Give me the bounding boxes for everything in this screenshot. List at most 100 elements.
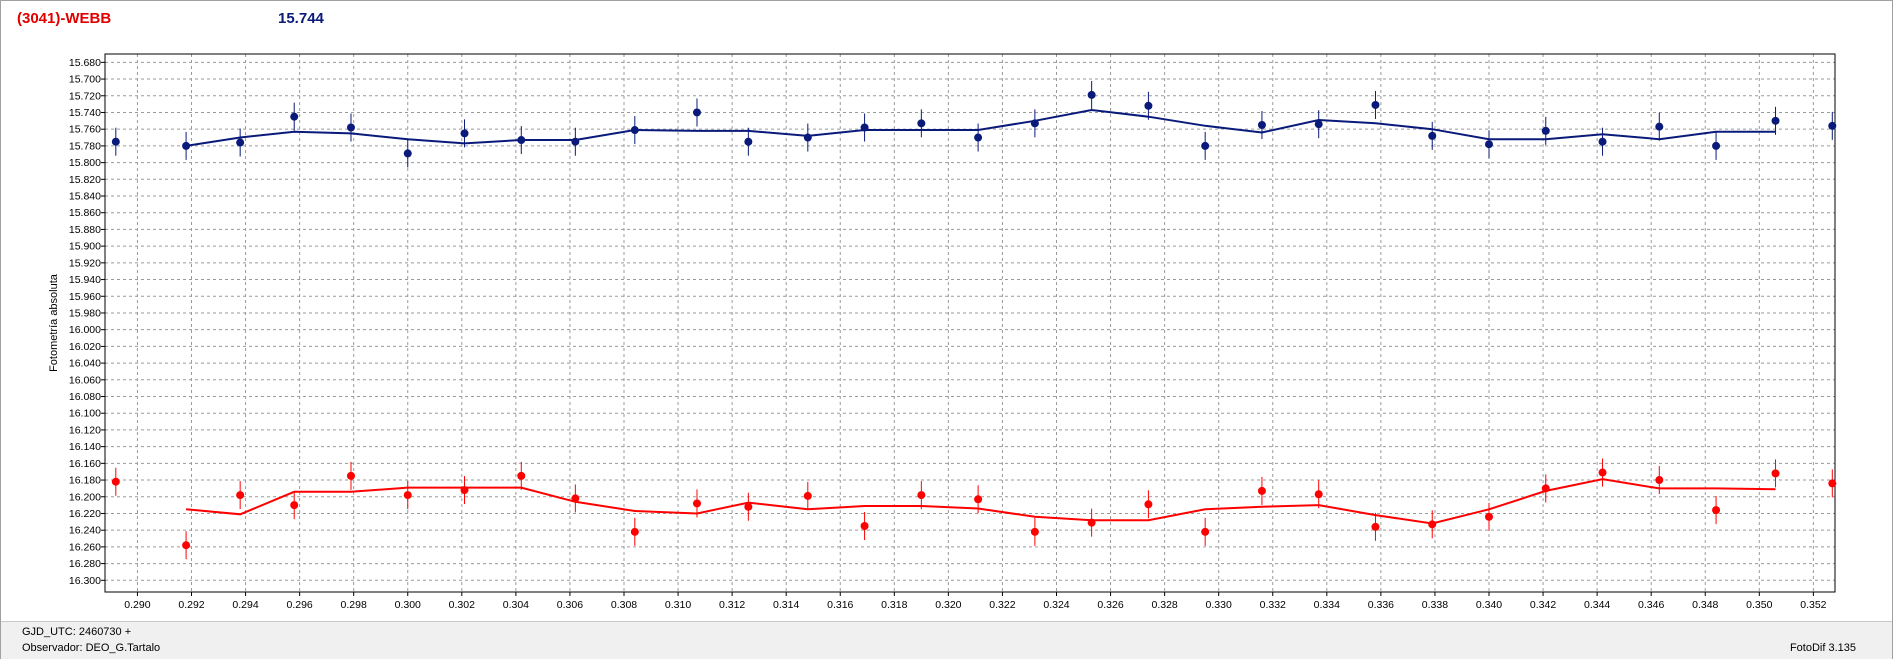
data-point (1771, 469, 1780, 478)
y-tick-label: 16.220 (69, 508, 101, 520)
data-point (1655, 122, 1664, 131)
data-point (1771, 116, 1780, 125)
y-tick-label: 16.060 (69, 374, 101, 386)
x-tick-label: 0.312 (719, 599, 745, 611)
series-1 (111, 458, 1837, 560)
y-axis-ticks: 15.680 15.700 15.720 15.740 15.760 15.780 15.8… (69, 57, 105, 587)
x-axis-ticks: 0.290 0.292 0.294 0.296 0.298 0.300 0.302 0.304… (124, 592, 1827, 611)
x-tick-label: 0.350 (1746, 599, 1772, 611)
x-tick-label: 0.326 (1097, 599, 1123, 611)
data-point (744, 137, 753, 146)
y-tick-label: 16.300 (69, 575, 101, 587)
x-tick-label: 0.296 (286, 599, 312, 611)
y-tick-label: 15.800 (69, 157, 101, 169)
x-tick-label: 0.348 (1692, 599, 1718, 611)
data-point (1314, 490, 1323, 499)
x-tick-label: 0.308 (611, 599, 637, 611)
gjd-label: GJD_UTC: 2460730 + (22, 626, 132, 638)
data-point (1201, 141, 1210, 150)
status-bar: GJD_UTC: 2460730 + Observador: DEO_G.Tar… (1, 621, 1892, 659)
data-point (111, 137, 120, 146)
y-tick-label: 16.000 (69, 324, 101, 336)
plot-area-border (104, 53, 1836, 593)
data-point (517, 471, 526, 480)
data-point (1087, 90, 1096, 99)
x-tick-label: 0.298 (341, 599, 367, 611)
x-tick-label: 0.310 (665, 599, 691, 611)
x-tick-label: 0.320 (935, 599, 961, 611)
data-point (182, 141, 191, 150)
data-point (1828, 479, 1837, 488)
data-point (1428, 520, 1437, 529)
data-point (182, 541, 191, 550)
y-tick-label: 16.100 (69, 408, 101, 420)
data-point (860, 123, 869, 132)
y-tick-label: 15.860 (69, 207, 101, 219)
y-tick-label: 15.720 (69, 90, 101, 102)
y-tick-label: 15.820 (69, 174, 101, 186)
x-tick-label: 0.336 (1368, 599, 1394, 611)
data-point (517, 136, 526, 145)
data-point (692, 108, 701, 117)
data-point (1712, 506, 1721, 515)
data-point (236, 491, 245, 500)
fit-line (185, 108, 1776, 147)
software-version: FotoDif 3.135 (1789, 642, 1856, 654)
data-point (1485, 512, 1493, 521)
y-axis-label: Fotometría absoluta (48, 273, 60, 372)
data-point (236, 138, 245, 147)
data-point (630, 126, 639, 135)
y-tick-label: 16.240 (69, 525, 101, 537)
data-point (571, 137, 580, 146)
y-tick-label: 16.120 (69, 424, 101, 436)
object-name-label: (3041)-WEBB (17, 10, 112, 27)
data-point (1371, 522, 1380, 531)
data-point (860, 522, 869, 531)
data-point (803, 491, 812, 500)
x-tick-label: 0.290 (124, 599, 150, 611)
data-point (1598, 468, 1607, 477)
data-point (974, 495, 983, 504)
data-point (571, 494, 580, 503)
y-tick-label: 16.160 (69, 458, 101, 470)
x-tick-label: 0.318 (881, 599, 907, 611)
data-point (1655, 476, 1664, 485)
y-tick-label: 16.200 (69, 491, 101, 503)
data-point (803, 133, 812, 142)
data-point (460, 486, 469, 495)
y-tick-label: 15.940 (69, 274, 101, 286)
data-point (1598, 137, 1607, 146)
x-tick-label: 0.328 (1151, 599, 1177, 611)
x-tick-label: 0.330 (1206, 599, 1232, 611)
y-tick-label: 15.880 (69, 224, 101, 236)
y-tick-label: 15.780 (69, 140, 101, 152)
y-tick-label: 16.180 (69, 475, 101, 487)
x-tick-label: 0.300 (395, 599, 421, 611)
data-point (403, 491, 412, 500)
x-tick-label: 0.314 (773, 599, 799, 611)
y-tick-label: 16.040 (69, 358, 101, 370)
x-tick-label: 0.322 (989, 599, 1015, 611)
y-tick-label: 15.680 (69, 57, 101, 69)
y-tick-label: 15.900 (69, 241, 101, 253)
data-point (1144, 101, 1153, 110)
data-point (290, 112, 299, 121)
data-point (290, 501, 299, 510)
data-point (1030, 527, 1039, 536)
x-tick-label: 0.332 (1260, 599, 1286, 611)
data-point (630, 527, 639, 536)
y-tick-label: 15.840 (69, 191, 101, 203)
x-tick-label: 0.342 (1530, 599, 1556, 611)
x-tick-label: 0.352 (1800, 599, 1826, 611)
data-point (1485, 140, 1493, 149)
y-tick-label: 16.280 (69, 558, 101, 570)
x-tick-label: 0.340 (1476, 599, 1502, 611)
data-series (111, 80, 1837, 560)
data-point (917, 119, 926, 128)
y-tick-label: 16.140 (69, 441, 101, 453)
y-tick-label: 15.920 (69, 257, 101, 269)
x-tick-label: 0.306 (557, 599, 583, 611)
x-tick-label: 0.334 (1314, 599, 1340, 611)
x-tick-label: 0.338 (1422, 599, 1448, 611)
data-point (744, 502, 753, 511)
